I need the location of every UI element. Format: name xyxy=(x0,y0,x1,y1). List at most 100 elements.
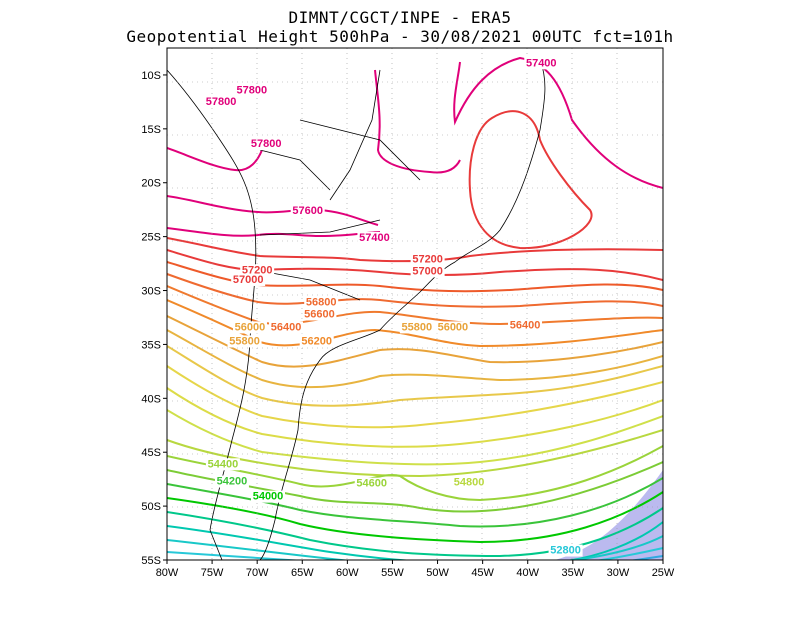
contour-57200 xyxy=(167,237,663,263)
lon-tick-label: 45W xyxy=(471,567,494,579)
map-plot-area: 5740057800578005780057600574005720057000… xyxy=(167,48,663,560)
contour-label: 55800 xyxy=(402,321,433,333)
lat-tick-label: 45S xyxy=(141,447,161,459)
contour-56000 xyxy=(167,315,663,368)
contour-high-cell xyxy=(468,110,593,250)
contour-label: 56000 xyxy=(235,321,266,333)
lat-tick-label: 20S xyxy=(141,178,161,190)
contour-label-bg xyxy=(269,321,304,334)
contour-label: 55800 xyxy=(229,335,260,347)
contour-label: 57200 xyxy=(242,264,273,276)
lon-tick-label: 80W xyxy=(156,567,179,579)
contour-55400 xyxy=(167,365,663,429)
coastline-west xyxy=(167,69,257,560)
contour-label-bg xyxy=(227,335,262,348)
contour-label-bg xyxy=(214,475,249,488)
lon-tick-label: 65W xyxy=(291,567,314,579)
contour-label: 57800 xyxy=(251,138,282,150)
graticule xyxy=(167,48,663,560)
lon-tick-label: 75W xyxy=(201,567,224,579)
contour-label-bg xyxy=(204,96,239,109)
contour-53600 xyxy=(167,521,663,560)
contour-label: 54000 xyxy=(253,491,284,503)
contour-label: 56400 xyxy=(510,319,541,331)
contour-53000 xyxy=(629,555,663,560)
contour-label-bg xyxy=(304,296,339,309)
contour-lines xyxy=(167,56,663,560)
contour-label-bg xyxy=(231,273,266,286)
contour-label-bg xyxy=(302,308,337,321)
contour-label-bg xyxy=(410,253,445,266)
lon-tick-label: 60W xyxy=(336,567,359,579)
contour-57600 xyxy=(167,195,379,226)
lon-tick-label: 70W xyxy=(246,567,269,579)
lat-tick-label: 25S xyxy=(141,232,161,244)
coastline-east xyxy=(259,59,546,560)
contour-label: 52800 xyxy=(550,545,581,557)
contour-label-bg xyxy=(452,476,487,489)
title-line-2: Geopotential Height 500hPa - 30/08/2021 … xyxy=(126,27,674,46)
lat-tick-label: 10S xyxy=(141,70,161,82)
lon-tick-label: 55W xyxy=(381,567,404,579)
contour-55600 xyxy=(167,345,663,407)
contour-55800 xyxy=(167,329,663,389)
contour-label-bg xyxy=(249,138,284,151)
contour-label-bg xyxy=(290,204,325,217)
lat-tick-label: 55S xyxy=(141,555,161,567)
contour-label: 56600 xyxy=(304,308,335,320)
contour-label-bg xyxy=(524,57,559,70)
contour-label: 57400 xyxy=(526,57,557,69)
contour-54200 xyxy=(167,477,663,528)
title-line-1: DIMNT/CGCT/INPE - ERA5 xyxy=(288,8,512,27)
contour-labels: 5740057800578005780057600574005720057000… xyxy=(204,57,583,557)
contour-57400-mid xyxy=(374,69,461,174)
contour-label: 54400 xyxy=(208,458,239,470)
contour-label-bg xyxy=(234,84,269,97)
contour-label-bg xyxy=(240,264,275,277)
contour-label-bg xyxy=(299,335,334,348)
contour-label-bg xyxy=(357,231,392,244)
contour-label-bg xyxy=(399,321,434,334)
contour-label-bg xyxy=(410,265,445,278)
coastlines xyxy=(167,59,546,560)
contour-54000 xyxy=(167,491,663,544)
lat-tick-label: 15S xyxy=(141,124,161,136)
contour-53800 xyxy=(167,507,663,558)
contour-55000 xyxy=(167,409,663,466)
contour-label: 57800 xyxy=(236,84,267,96)
lat-tick-label: 50S xyxy=(141,501,161,513)
contour-56600 xyxy=(167,273,663,308)
contour-55200 xyxy=(167,387,663,448)
contour-label: 56800 xyxy=(306,297,337,309)
contour-label: 54200 xyxy=(217,476,248,488)
contour-label: 56200 xyxy=(301,335,332,347)
lon-tick-label: 25W xyxy=(652,567,675,579)
lon-tick-label: 30W xyxy=(607,567,630,579)
plot-frame xyxy=(166,47,664,561)
axis-ticks: 80W 75W 70W 65W 60W 55W 50W 45W 40W 35W 30W 25W 10S 1… xyxy=(141,70,675,579)
lat-tick-label: 30S xyxy=(141,286,161,298)
contour-label: 56400 xyxy=(271,321,302,333)
lon-tick-label: 35W xyxy=(562,567,585,579)
lon-tick-label: 50W xyxy=(426,567,449,579)
contour-label: 57200 xyxy=(412,254,443,266)
lon-tick-label: 40W xyxy=(516,567,539,579)
lat-tick-label: 35S xyxy=(141,339,161,351)
contour-label: 54800 xyxy=(454,477,485,489)
contour-label: 57400 xyxy=(359,232,390,244)
contour-57800 xyxy=(167,147,263,172)
contour-label: 54600 xyxy=(356,478,387,490)
contour-label: 57800 xyxy=(206,96,237,108)
contour-label-bg xyxy=(251,490,286,503)
contour-label-bg xyxy=(205,458,240,471)
contour-54800 xyxy=(167,429,663,478)
contour-label: 57000 xyxy=(233,274,264,286)
contour-label: 57600 xyxy=(292,205,323,217)
contour-label-bg xyxy=(548,544,583,557)
contour-label-bg xyxy=(435,321,470,334)
contour-fill-low xyxy=(555,470,663,560)
contour-label-bg xyxy=(232,321,267,334)
contour-57400-north xyxy=(453,56,663,189)
lat-tick-label: 40S xyxy=(141,393,161,405)
